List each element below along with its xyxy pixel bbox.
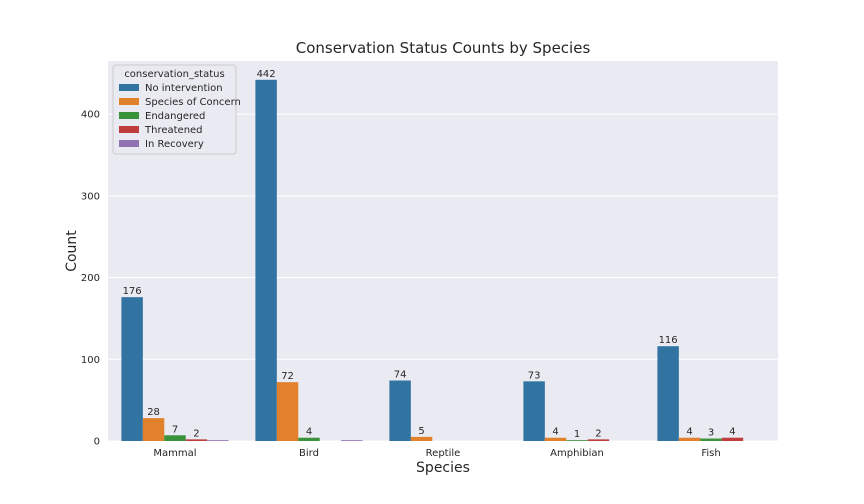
x-tick-label: Mammal: [153, 448, 196, 459]
y-tick-label: 400: [81, 110, 100, 121]
bar: [721, 437, 744, 441]
bar: [142, 418, 165, 441]
legend-label: Threatened: [144, 125, 203, 136]
bar: [700, 438, 722, 441]
bar: [121, 297, 143, 441]
bar-value-label: 74: [394, 370, 407, 381]
bar: [410, 436, 433, 441]
x-tick-label: Bird: [299, 448, 319, 459]
bar: [164, 435, 186, 441]
bar-value-label: 2: [595, 428, 601, 439]
x-axis-label: Species: [416, 460, 470, 476]
legend-swatch: [119, 84, 139, 91]
bar-value-label: 4: [729, 427, 735, 438]
bar-value-label: 442: [257, 69, 276, 80]
bar-value-label: 4: [306, 427, 312, 438]
legend-swatch: [119, 140, 139, 147]
bar: [341, 440, 363, 441]
x-tick-label: Reptile: [426, 448, 461, 459]
bar-value-label: 176: [123, 286, 142, 297]
y-tick-label: 0: [94, 437, 100, 448]
x-tick-label: Amphibian: [550, 448, 604, 459]
bar: [657, 346, 679, 441]
bars: [121, 79, 744, 441]
bar: [207, 440, 229, 441]
bar-value-label: 1: [574, 429, 580, 440]
bar-value-label: 28: [147, 407, 160, 418]
bar: [255, 79, 277, 441]
bar: [678, 437, 701, 441]
legend-label: In Recovery: [145, 139, 204, 150]
bar-value-label: 4: [552, 427, 558, 438]
bar-value-label: 5: [418, 426, 424, 437]
legend-swatch: [119, 126, 139, 133]
bar: [566, 440, 588, 441]
bar: [389, 380, 411, 441]
legend-items: No intervention Species of Concern Endange…: [119, 83, 241, 150]
bar-value-label: 73: [528, 370, 541, 381]
bar-value-label: 3: [708, 428, 714, 439]
bar-value-label: 116: [659, 335, 678, 346]
bar-value-label: 2: [193, 428, 199, 439]
bar: [523, 381, 545, 441]
y-axis-label: Count: [64, 230, 80, 272]
bar-value-label: 7: [172, 424, 178, 435]
legend-title: conservation_status: [124, 69, 224, 80]
legend: conservation_status No intervention Speci…: [112, 64, 241, 155]
chart-title: Conservation Status Counts by Species: [296, 39, 591, 57]
bar: [544, 437, 567, 441]
legend-label: Endangered: [145, 111, 205, 122]
legend-box: [112, 64, 237, 155]
y-tick-label: 300: [81, 191, 100, 202]
bar: [185, 439, 208, 441]
y-tick-label: 200: [81, 273, 100, 284]
legend-swatch: [119, 112, 139, 119]
bar-value-label: 4: [686, 427, 692, 438]
legend-label: No intervention: [145, 83, 223, 94]
legend-label: Species of Concern: [145, 97, 241, 108]
bar: [587, 439, 610, 441]
y-tick-label: 100: [81, 355, 100, 366]
legend-swatch: [119, 98, 139, 105]
x-tick-label: Fish: [701, 448, 720, 459]
bar-value-label: 72: [281, 371, 294, 382]
x-tick-labels: Mammal Bird Reptile Amphibian Fish: [153, 448, 720, 459]
y-tick-labels: 0 100 200 300 400: [81, 110, 100, 448]
bar: [298, 437, 320, 441]
bar: [276, 382, 299, 441]
